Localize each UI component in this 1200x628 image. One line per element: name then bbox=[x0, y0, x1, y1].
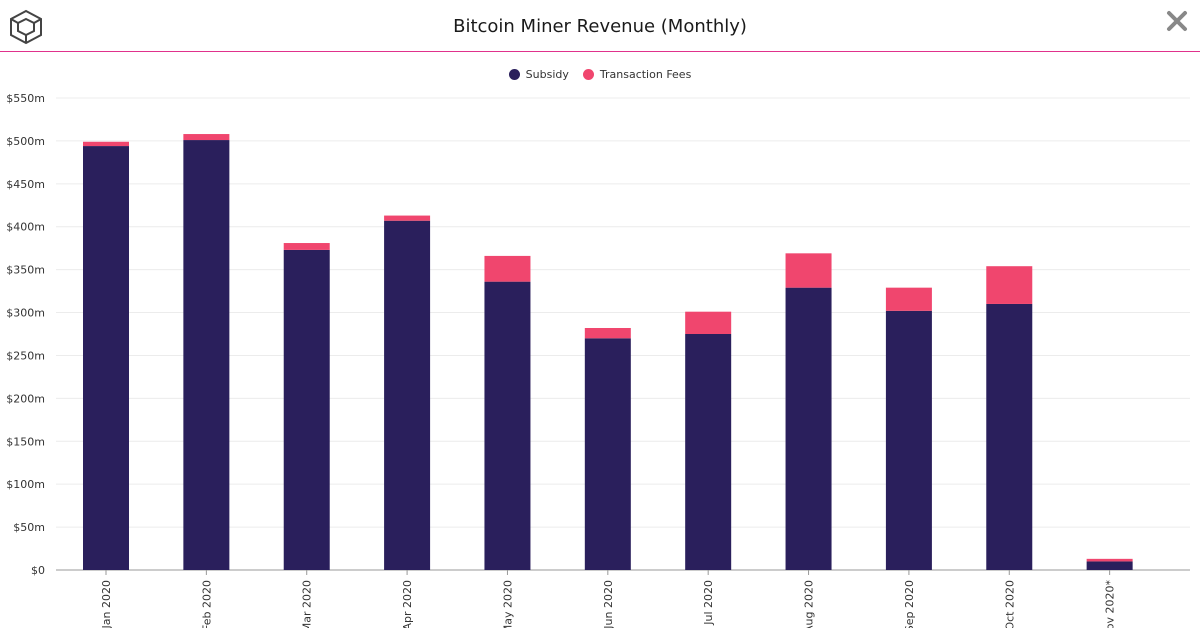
cube-logo-icon bbox=[10, 9, 42, 45]
legend-label-subsidy: Subsidy bbox=[525, 68, 569, 81]
x-axis-tick-labels: Jan 2020 Feb 2020 Mar 2020 Apr 2020 May 2020… bbox=[100, 570, 1117, 628]
y-tick-label: $450m bbox=[6, 178, 45, 191]
y-tick-label: $150m bbox=[6, 435, 45, 448]
legend-item-transaction-fees[interactable]: Transaction Fees bbox=[582, 68, 692, 81]
legend-marker-subsidy bbox=[508, 69, 520, 80]
x-tick-label: Oct 2020 bbox=[1003, 580, 1016, 628]
y-tick-label: $350m bbox=[6, 264, 45, 277]
bar-subsidy-7[interactable] bbox=[685, 334, 732, 570]
bar-subsidy-8[interactable] bbox=[785, 287, 832, 570]
chart-legend: Subsidy Transaction Fees bbox=[0, 68, 1200, 81]
y-tick-label: $100m bbox=[6, 478, 45, 491]
x-tick-label: Apr 2020 bbox=[401, 580, 414, 628]
page-title: Bitcoin Miner Revenue (Monthly) bbox=[453, 16, 747, 37]
x-tick-label: Mar 2020 bbox=[301, 580, 314, 628]
bar-transaction-fees-6[interactable] bbox=[584, 327, 631, 339]
bar-transaction-fees-9[interactable] bbox=[885, 287, 932, 311]
y-axis-tick-labels: $0 $50m $100m $150m $200m $250m $300m $350m $400… bbox=[6, 92, 45, 577]
y-tick-label: $500m bbox=[6, 135, 45, 148]
y-tick-label: $0 bbox=[31, 564, 45, 577]
y-tick-label: $300m bbox=[6, 307, 45, 320]
close-icon[interactable] bbox=[1166, 10, 1188, 32]
bar-subsidy-6[interactable] bbox=[584, 338, 631, 570]
x-tick-label: Jun 2020 bbox=[602, 580, 615, 628]
y-tick-label: $200m bbox=[6, 392, 45, 405]
bar-transaction-fees-10[interactable] bbox=[986, 266, 1033, 304]
x-tick-label: Sep 2020 bbox=[903, 580, 916, 628]
bar-subsidy-9[interactable] bbox=[885, 310, 932, 570]
bar-subsidy-4[interactable] bbox=[384, 220, 431, 570]
bar-transaction-fees-1[interactable] bbox=[83, 141, 129, 147]
bar-transaction-fees-11[interactable] bbox=[1086, 558, 1133, 562]
x-tick-label: Nov 2020* bbox=[1104, 580, 1117, 628]
x-tick-label: Jan 2020 bbox=[100, 580, 113, 628]
y-tick-label: $400m bbox=[6, 221, 45, 234]
bar-transaction-fees-5[interactable] bbox=[484, 255, 531, 282]
bar-subsidy-11[interactable] bbox=[1086, 561, 1133, 570]
x-tick-label: Jul 2020 bbox=[702, 580, 715, 626]
bar-subsidy-3[interactable] bbox=[283, 249, 330, 570]
y-tick-label: $50m bbox=[13, 521, 45, 534]
x-tick-label: Feb 2020 bbox=[200, 580, 213, 628]
bar-subsidy-10[interactable] bbox=[986, 303, 1033, 570]
legend-label-transaction-fees: Transaction Fees bbox=[599, 68, 692, 81]
bar-subsidy-2[interactable] bbox=[183, 140, 230, 570]
bars bbox=[83, 134, 1133, 571]
y-tick-label: $250m bbox=[6, 349, 45, 362]
bar-transaction-fees-3[interactable] bbox=[283, 243, 330, 250]
bar-transaction-fees-7[interactable] bbox=[685, 311, 732, 334]
y-tick-label: $550m bbox=[6, 92, 45, 105]
bar-subsidy-1[interactable] bbox=[83, 146, 129, 571]
bar-subsidy-5[interactable] bbox=[484, 281, 531, 570]
legend-marker-transaction-fees bbox=[582, 69, 594, 80]
chart-header: Bitcoin Miner Revenue (Monthly) bbox=[0, 0, 1200, 52]
bar-transaction-fees-4[interactable] bbox=[384, 215, 431, 221]
bar-transaction-fees-8[interactable] bbox=[785, 253, 832, 288]
bar-transaction-fees-2[interactable] bbox=[183, 134, 230, 141]
x-tick-label: Aug 2020 bbox=[803, 580, 816, 628]
legend-item-subsidy[interactable]: Subsidy bbox=[508, 68, 569, 81]
x-tick-label: May 2020 bbox=[501, 580, 514, 628]
